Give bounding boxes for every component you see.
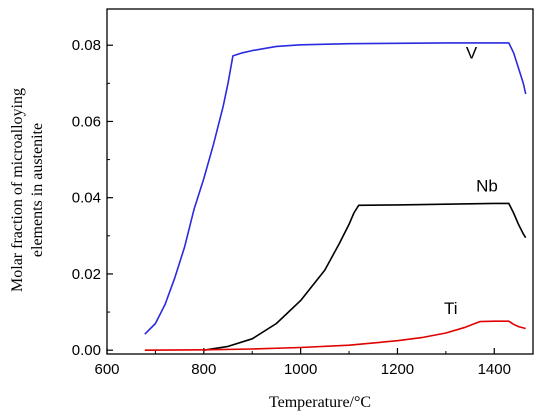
x-tick-label: 1200 — [381, 361, 414, 378]
series-label-ti: Ti — [444, 299, 458, 318]
series-label-nb: Nb — [476, 177, 498, 196]
series-line-ti — [144, 320, 526, 351]
x-tick-label: 800 — [191, 361, 216, 378]
series-line-v — [144, 42, 527, 335]
x-tick-label: 600 — [94, 361, 119, 378]
series-line-nb — [203, 202, 527, 351]
plot-frame — [106, 8, 534, 355]
y-tick-label: 0.00 — [72, 342, 101, 359]
y-tick-label: 0.06 — [72, 113, 101, 130]
y-axis-title-line-2: elements in austenite — [29, 123, 46, 257]
x-tick-label: 1400 — [478, 361, 511, 378]
y-tick-label: 0.02 — [72, 266, 101, 283]
axis-ticks: 600 800 1000 1200 1400 0.00 0.02 0.04 0.06 0.08 — [72, 37, 511, 378]
y-tick-label: 0.08 — [72, 37, 101, 54]
y-tick-label: 0.04 — [72, 190, 101, 207]
x-tick-label: 1000 — [284, 361, 317, 378]
y-axis-title-line-1: Molar fraction of microalloying — [9, 88, 26, 292]
series-label-v: V — [466, 44, 478, 63]
x-axis-title: Temperature/°C — [269, 394, 371, 411]
series-layer: V Nb Ti — [144, 42, 527, 351]
y-axis-title: Molar fraction of microalloying elements… — [9, 88, 46, 292]
